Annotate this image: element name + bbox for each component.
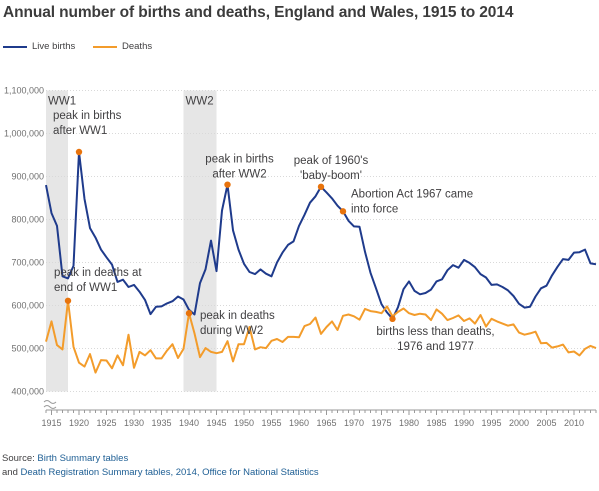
annotation-marker xyxy=(64,297,72,304)
x-tick-label: 1995 xyxy=(481,418,501,428)
x-tick-label: 1960 xyxy=(289,418,309,428)
x-tick-label: 2010 xyxy=(564,418,584,428)
annotation-line: after WW2 xyxy=(212,169,266,181)
y-tick-label: 1,100,000 xyxy=(4,86,44,96)
x-tick-label: 1970 xyxy=(344,418,364,428)
source-line-1: Source: Birth Summary tables xyxy=(2,452,319,466)
annotation-label: peak in deaths at end of WW1 xyxy=(54,267,142,294)
y-tick-label: 800,000 xyxy=(11,215,44,225)
source-and: and xyxy=(2,467,21,478)
x-tick-label: 1925 xyxy=(96,418,116,428)
annotation-line: peak in births xyxy=(53,110,122,122)
legend-swatch-births xyxy=(3,46,27,48)
annotation-label: peak in births after WW2 xyxy=(205,154,274,181)
x-tick-label: 1950 xyxy=(234,418,254,428)
source-line-2: and Death Registration Summary tables, 2… xyxy=(2,466,319,480)
period-label-ww2: WW2 xyxy=(186,96,214,108)
x-tick-label: 1975 xyxy=(371,418,391,428)
annotation-label: Abortion Act 1967 came into force xyxy=(351,188,473,215)
x-tick-label: 2000 xyxy=(509,418,529,428)
annotation-line: end of WW1 xyxy=(54,282,117,294)
y-tick-label: 500,000 xyxy=(11,344,44,354)
annotation-line: peak in deaths xyxy=(200,310,275,322)
annotation-label: peak of 1960's 'baby-boom' xyxy=(294,155,369,182)
birth-summary-link[interactable]: Birth Summary tables xyxy=(37,453,129,464)
annotation-marker xyxy=(317,183,325,191)
x-tick-label: 1945 xyxy=(206,418,226,428)
annotation-line: births less than deaths, xyxy=(376,326,494,338)
annotation-marker xyxy=(339,208,347,215)
chart-title: Annual number of births and deaths, Engl… xyxy=(3,4,514,21)
x-tick-label: 1940 xyxy=(179,418,199,428)
legend-label-deaths: Deaths xyxy=(122,41,153,52)
annotation-line: into force xyxy=(351,203,398,215)
annotation-line: 1976 and 1977 xyxy=(397,341,474,353)
annotation-line: during WW2 xyxy=(200,325,263,337)
annotation-line: 'baby-boom' xyxy=(300,170,362,182)
x-tick-label: 2005 xyxy=(536,418,556,428)
annotation-marker xyxy=(75,148,83,156)
y-tick-label: 700,000 xyxy=(11,258,44,268)
y-tick-label: 400,000 xyxy=(11,387,44,397)
annotation-line: peak of 1960's xyxy=(294,155,369,167)
annotation-line: after WW1 xyxy=(53,125,107,137)
source-note: Source: Birth Summary tables and Death R… xyxy=(2,452,319,480)
annotation-marker xyxy=(185,310,193,317)
legend-label-births: Live births xyxy=(32,41,76,52)
annotation-line: peak in deaths at xyxy=(54,267,142,279)
x-tick-label: 1930 xyxy=(124,418,144,428)
x-tick-label: 1980 xyxy=(399,418,419,428)
period-label-ww1: WW1 xyxy=(48,96,76,108)
x-tick-label: 1990 xyxy=(454,418,474,428)
axis-break-mark xyxy=(43,405,57,409)
annotation-marker xyxy=(224,181,231,188)
y-tick-label: 900,000 xyxy=(11,172,44,182)
annotation-label: peak in deaths during WW2 xyxy=(200,310,275,337)
annotation-label: births less than deaths, 1976 and 1977 xyxy=(376,326,494,353)
x-tick-label: 1920 xyxy=(69,418,89,428)
legend-swatch-deaths xyxy=(93,46,117,48)
x-tick-label: 1985 xyxy=(426,418,446,428)
annotation-line: peak in births xyxy=(205,154,274,166)
x-tick-label: 1965 xyxy=(316,418,336,428)
death-summary-link[interactable]: Death Registration Summary tables, 2014,… xyxy=(20,467,319,478)
y-tick-label: 1,000,000 xyxy=(4,129,44,139)
annotation-label: peak in births after WW1 xyxy=(53,110,122,137)
shaded-period-ww1 xyxy=(46,90,68,392)
axis-break-mark xyxy=(43,400,57,404)
x-tick-label: 1955 xyxy=(261,418,281,428)
x-tick-label: 1915 xyxy=(41,418,61,428)
x-tick-label: 1935 xyxy=(151,418,171,428)
y-tick-label: 600,000 xyxy=(11,301,44,311)
deaths-line xyxy=(45,299,597,374)
annotation-marker xyxy=(389,315,396,323)
annotation-line: Abortion Act 1967 came xyxy=(351,188,473,200)
source-prefix: Source: xyxy=(2,453,38,464)
